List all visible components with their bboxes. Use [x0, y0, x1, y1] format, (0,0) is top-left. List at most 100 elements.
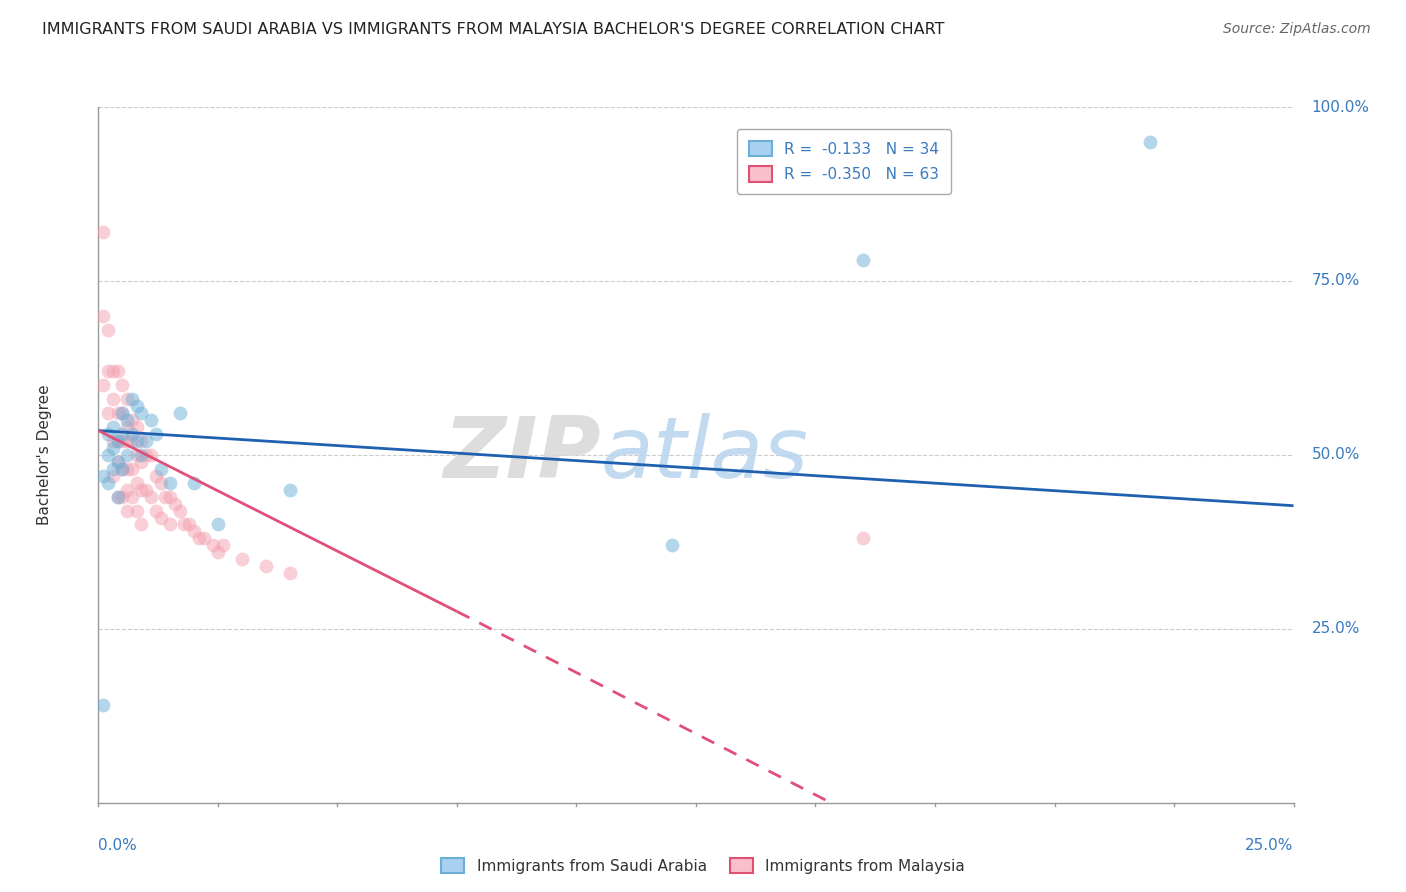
Point [131, 406, 153, 420]
Legend: Immigrants from Saudi Arabia, Immigrants from Malaysia: Immigrants from Saudi Arabia, Immigrants… [436, 852, 970, 880]
Point [139, 448, 162, 462]
Point [107, 455, 129, 469]
Point [107, 455, 129, 469]
Point [852, 532, 875, 546]
Point [125, 448, 148, 462]
Point [97, 323, 120, 337]
Point [101, 364, 124, 378]
Text: Source: ZipAtlas.com: Source: ZipAtlas.com [1223, 22, 1371, 37]
Point [101, 420, 124, 434]
Point [145, 468, 167, 483]
Point [163, 497, 186, 511]
Point [149, 475, 172, 490]
Point [91, 225, 114, 239]
Point [173, 517, 195, 532]
Point [107, 406, 129, 420]
Point [107, 490, 129, 504]
Point [135, 483, 157, 497]
Point [159, 490, 181, 504]
Point [97, 406, 120, 420]
Point [139, 413, 162, 427]
Point [111, 427, 134, 442]
Point [135, 448, 157, 462]
Point [97, 448, 120, 462]
Point [107, 434, 129, 448]
Point [121, 392, 143, 407]
Point [207, 545, 229, 559]
Point [121, 427, 143, 442]
Point [179, 517, 201, 532]
Point [135, 434, 157, 448]
Point [187, 532, 209, 546]
Point [101, 468, 124, 483]
Point [125, 434, 148, 448]
Point [91, 468, 114, 483]
Text: atlas: atlas [600, 413, 808, 497]
Point [145, 427, 167, 442]
Point [183, 475, 205, 490]
Point [101, 392, 124, 407]
Point [107, 434, 129, 448]
Point [169, 406, 191, 420]
Point [278, 483, 301, 497]
Point [155, 490, 177, 504]
Text: 100.0%: 100.0% [1312, 100, 1369, 114]
Text: 25.0%: 25.0% [1246, 838, 1294, 853]
Point [121, 434, 143, 448]
Point [125, 503, 148, 517]
Point [159, 475, 181, 490]
Point [125, 420, 148, 434]
Point [149, 462, 172, 476]
Point [183, 524, 205, 539]
Point [115, 448, 138, 462]
Text: Bachelor's Degree: Bachelor's Degree [37, 384, 52, 525]
Point [125, 399, 148, 413]
Point [125, 475, 148, 490]
Point [145, 503, 167, 517]
Point [159, 517, 181, 532]
Text: 75.0%: 75.0% [1312, 274, 1360, 288]
Point [211, 538, 233, 552]
Point [107, 490, 129, 504]
Point [121, 490, 143, 504]
Point [111, 490, 134, 504]
Point [91, 698, 114, 713]
Point [111, 462, 134, 476]
Point [131, 483, 153, 497]
Point [111, 406, 134, 420]
Point [111, 406, 134, 420]
Point [91, 378, 114, 392]
Point [115, 392, 138, 407]
Text: ZIP: ZIP [443, 413, 600, 497]
Point [97, 475, 120, 490]
Point [101, 434, 124, 448]
Point [207, 517, 229, 532]
Point [101, 462, 124, 476]
Point [139, 490, 162, 504]
Point [278, 566, 301, 581]
Point [115, 503, 138, 517]
Text: 25.0%: 25.0% [1312, 622, 1360, 636]
Point [111, 378, 134, 392]
Point [115, 420, 138, 434]
Text: 50.0%: 50.0% [1312, 448, 1360, 462]
Point [121, 462, 143, 476]
Text: IMMIGRANTS FROM SAUDI ARABIA VS IMMIGRANTS FROM MALAYSIA BACHELOR'S DEGREE CORRE: IMMIGRANTS FROM SAUDI ARABIA VS IMMIGRAN… [42, 22, 945, 37]
Point [115, 462, 138, 476]
Point [115, 483, 138, 497]
Text: 0.0%: 0.0% [98, 838, 138, 853]
Point [661, 538, 683, 552]
Legend: R =  -0.133   N = 34, R =  -0.350   N = 63: R = -0.133 N = 34, R = -0.350 N = 63 [737, 128, 952, 194]
Point [97, 427, 120, 442]
Point [101, 441, 124, 455]
Point [193, 532, 215, 546]
Point [131, 455, 153, 469]
Point [111, 462, 134, 476]
Point [91, 309, 114, 323]
Point [107, 364, 129, 378]
Point [131, 448, 153, 462]
Point [852, 253, 875, 268]
Point [121, 413, 143, 427]
Point [149, 510, 172, 524]
Point [131, 434, 153, 448]
